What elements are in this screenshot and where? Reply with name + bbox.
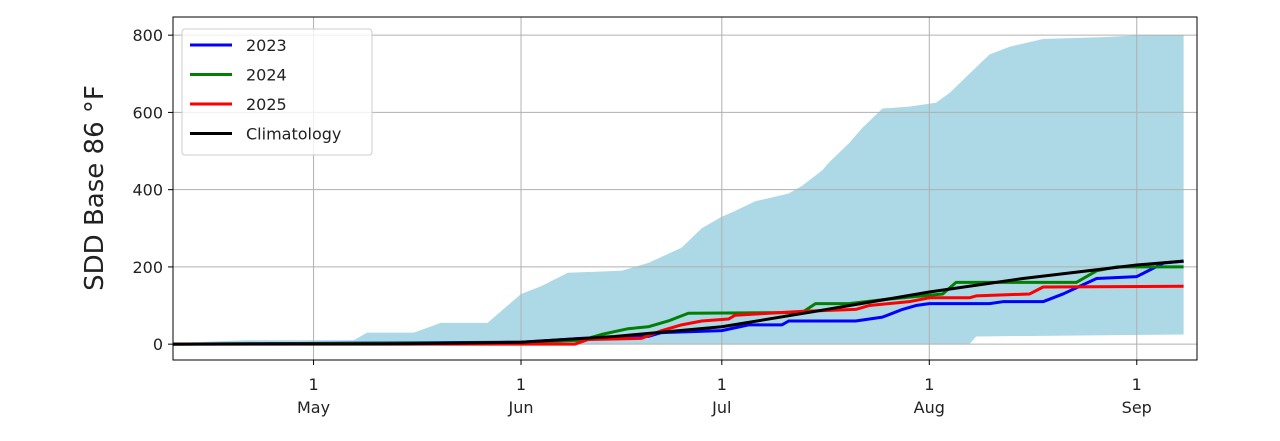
y-axis-label: SDD Base 86 °F	[80, 85, 110, 291]
plot-frame	[172, 16, 1198, 361]
x-tick-day-label: 1	[1132, 375, 1142, 394]
tick-layer: 0 200 400 600 800 1 May 1 Jun 1 Jul 1 Aug 1 Sep	[132, 26, 1151, 417]
y-tick-label: 400	[132, 181, 163, 200]
x-tick-day-label: 1	[717, 375, 727, 394]
x-tick-month-label: Aug	[914, 398, 945, 417]
x-tick-month-label: May	[297, 398, 330, 417]
series-layer	[172, 259, 1184, 346]
y-tick-label: 800	[132, 26, 163, 45]
y-tick-label: 200	[132, 258, 163, 277]
y-tick-label: 600	[132, 103, 163, 122]
series-line-2025	[173, 284, 1184, 346]
legend-label: 2025	[246, 95, 287, 114]
x-tick-month-label: Jun	[508, 398, 534, 417]
x-tick-day-label: 1	[516, 375, 526, 394]
y-tick-label: 0	[153, 335, 163, 354]
x-tick-day-label: 1	[924, 375, 934, 394]
grid-layer	[173, 17, 1197, 360]
legend-label: 2023	[246, 36, 287, 55]
x-tick-month-label: Sep	[1122, 398, 1152, 417]
x-tick-day-label: 1	[308, 375, 318, 394]
legend: 2023 2024 2025 Climatology	[181, 28, 373, 156]
legend-label: 2024	[246, 66, 287, 85]
legend-label: Climatology	[246, 125, 341, 144]
legend-box	[181, 28, 373, 156]
series-line-climatology	[172, 259, 1184, 346]
x-tick-month-label: Jul	[711, 398, 731, 417]
